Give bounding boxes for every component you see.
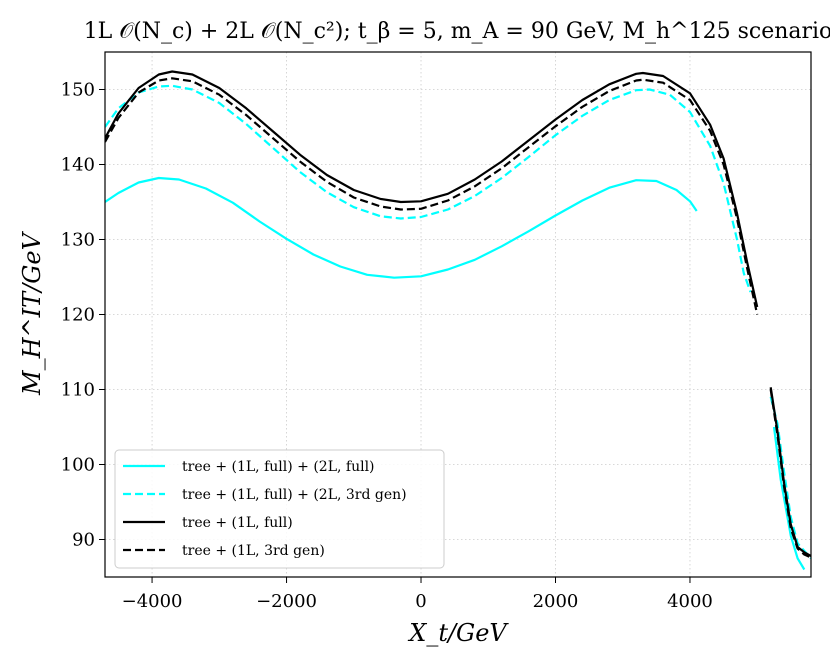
y-tick-label: 150 bbox=[61, 80, 95, 101]
x-tick-label: −2000 bbox=[256, 591, 317, 612]
legend-label: tree + (1L, full) + (2L, 3rd gen) bbox=[182, 487, 407, 503]
y-tick-label: 90 bbox=[72, 530, 95, 551]
x-tick-label: −4000 bbox=[122, 591, 183, 612]
series-line-1 bbox=[769, 396, 811, 560]
series-line-3 bbox=[769, 389, 811, 559]
legend: tree + (1L, full) + (2L, full) tree + (1L… bbox=[114, 449, 445, 569]
series-layer bbox=[105, 70, 811, 571]
y-tick-label: 130 bbox=[61, 230, 95, 251]
ticks: −4000 −2000 0 2000 4000 90 100 110 120 130 140 150 bbox=[61, 80, 713, 613]
y-tick-label: 120 bbox=[61, 305, 95, 326]
series-line-3 bbox=[105, 77, 759, 315]
y-axis-label: M_H^IT/GeV bbox=[18, 230, 46, 396]
series-line-2 bbox=[105, 70, 759, 308]
series-line-0 bbox=[105, 176, 698, 279]
x-tick-label: 0 bbox=[415, 591, 426, 612]
x-tick-label: 2000 bbox=[533, 591, 579, 612]
legend-label: tree + (1L, full) bbox=[182, 515, 293, 531]
y-tick-label: 100 bbox=[61, 455, 95, 476]
y-tick-label: 110 bbox=[61, 380, 95, 401]
x-tick-label: 4000 bbox=[667, 591, 713, 612]
legend-box bbox=[114, 449, 445, 569]
y-tick-label: 140 bbox=[61, 155, 95, 176]
chart-title: 1L 𝒪(N_c) + 2L 𝒪(N_c²); t_β = 5, m_A = 9… bbox=[84, 19, 830, 44]
legend-label: tree + (1L, full) + (2L, full) bbox=[182, 459, 375, 475]
series-line-0 bbox=[772, 426, 806, 571]
x-axis-label: X_t/GeV bbox=[407, 619, 509, 647]
series-line-1 bbox=[105, 84, 752, 293]
legend-label: tree + (1L, 3rd gen) bbox=[182, 543, 325, 559]
